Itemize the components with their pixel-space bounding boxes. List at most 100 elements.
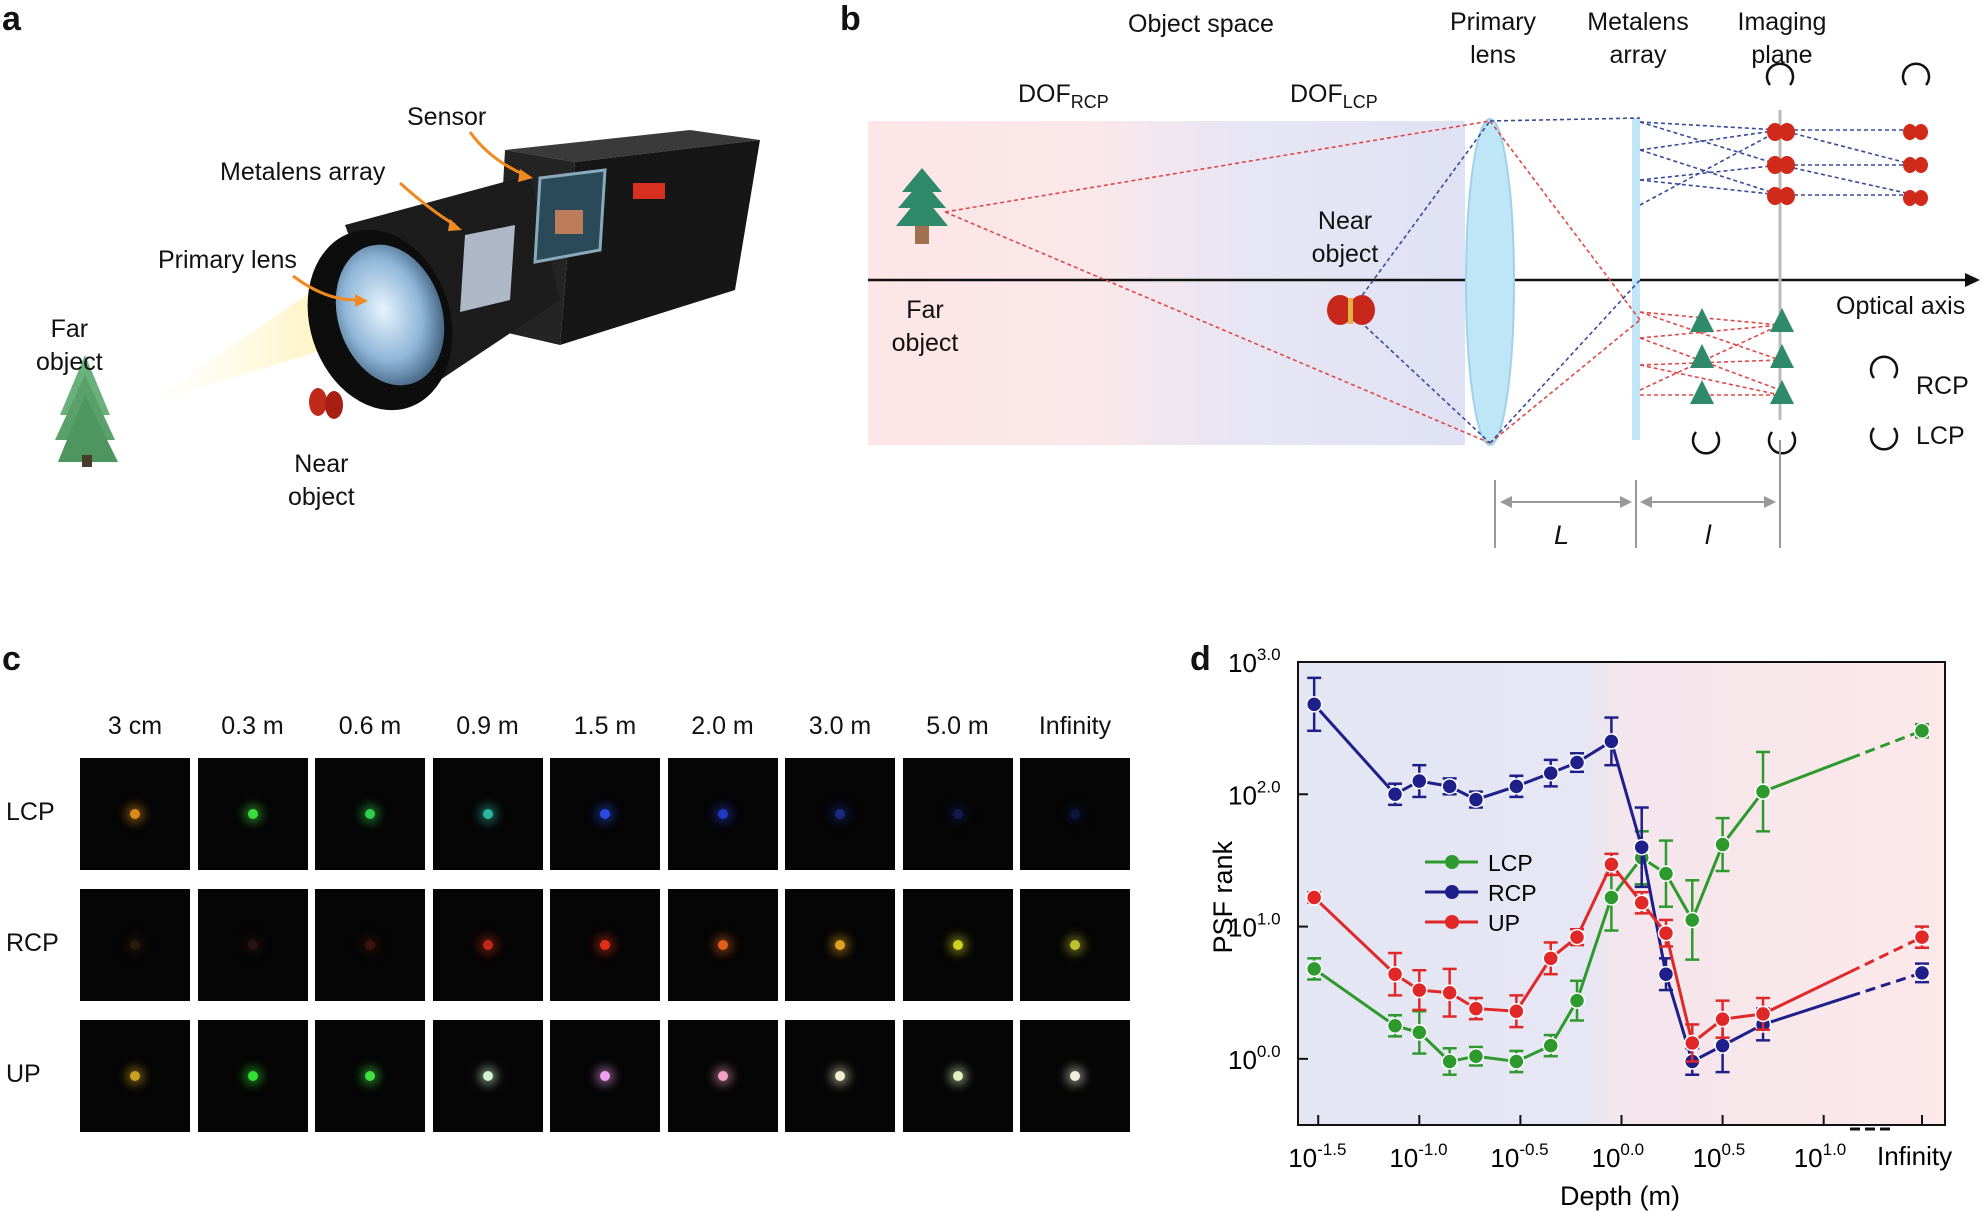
data-point	[1568, 928, 1586, 946]
psf-spot	[717, 940, 728, 950]
psf-image	[1020, 758, 1130, 870]
data-point	[1714, 1010, 1731, 1028]
psf-spot	[482, 1071, 493, 1081]
data-point	[1305, 696, 1323, 713]
psf-spot	[365, 940, 375, 950]
series-dashed-segment	[1849, 729, 1923, 760]
near-object-heading: Near object	[1311, 207, 1379, 268]
psf-column-label: 1.5 m	[573, 712, 637, 740]
psf-spot	[952, 1071, 963, 1081]
x-tick-label: 10-1.5	[1288, 1140, 1346, 1173]
optical-axis-label: Optical axis	[1836, 292, 1966, 320]
psf-row-label: RCP	[6, 929, 59, 957]
primary-lens-shape	[335, 244, 445, 386]
data-point	[1754, 783, 1772, 800]
y-tick-label: 103.0	[1228, 645, 1281, 678]
data-point	[1754, 1005, 1772, 1023]
data-point	[1657, 965, 1675, 983]
primary-lens-label: Primary lens	[158, 246, 297, 274]
data-point	[1467, 1000, 1485, 1017]
panel-label-a: a	[2, 0, 21, 38]
panel-label-d: d	[1190, 640, 1211, 678]
y-axis-label: PSF rank	[1208, 840, 1238, 953]
psf-image	[197, 1020, 308, 1132]
data-point	[1508, 1002, 1525, 1020]
y-tick-label: 100.0	[1228, 1042, 1281, 1075]
series-dashed-segment	[1850, 971, 1923, 998]
distance-L-label: L	[1554, 520, 1570, 550]
psf-spot	[835, 809, 845, 819]
near-object-butterfly-icon	[1327, 295, 1375, 325]
data-point	[1542, 950, 1559, 967]
plot-area	[1297, 661, 1946, 1126]
data-point	[1657, 924, 1675, 942]
psf-column-label: 5.0 m	[926, 712, 989, 740]
psf-image	[785, 889, 895, 1001]
data-point	[1603, 856, 1620, 873]
psf-spot	[482, 809, 493, 819]
psf-image	[80, 889, 190, 1001]
psf-image	[432, 1020, 543, 1132]
psf-spot	[717, 809, 728, 819]
dimension-lines	[1494, 440, 1781, 548]
data-point	[1913, 928, 1931, 946]
psf-spot	[365, 809, 375, 819]
psf-spot	[482, 940, 493, 950]
data-point	[1441, 1053, 1458, 1070]
psf-spot	[247, 809, 258, 819]
psf-column-label: 3.0 m	[808, 712, 872, 740]
far-object-tree-icon	[896, 168, 948, 244]
legend-marker	[1445, 885, 1459, 899]
psf-column-label: 2.0 m	[691, 712, 754, 740]
data-point	[1411, 772, 1428, 790]
psf-image	[315, 758, 425, 870]
legend-label: UP	[1488, 910, 1520, 936]
optical-schematic	[868, 62, 1980, 548]
psf-image	[667, 889, 778, 1001]
panel-label-b: b	[840, 0, 861, 38]
x-tick-label: 100.5	[1693, 1140, 1746, 1173]
psf-image	[667, 1020, 778, 1132]
psf-spot	[247, 940, 258, 950]
data-point	[1386, 1017, 1404, 1035]
x-tick-label: 101.0	[1794, 1140, 1847, 1173]
distance-l-label: l	[1705, 520, 1711, 550]
psf-column-label: 0.3 m	[221, 712, 284, 740]
data-point	[1441, 778, 1458, 795]
metalens-array-element	[1632, 118, 1640, 440]
psf-image	[432, 758, 543, 870]
x-tick-label: 10-1.0	[1389, 1140, 1447, 1173]
psf-image	[785, 1020, 895, 1132]
psf-image	[902, 1020, 1013, 1132]
circular-polarization-icons	[1691, 62, 1931, 455]
psf-spot	[130, 1071, 140, 1081]
psf-spot	[365, 1071, 375, 1081]
metalens-array-heading: Metalens array	[1587, 8, 1689, 69]
psf-image	[80, 1020, 190, 1132]
sensor-image	[555, 210, 583, 234]
data-point	[1441, 984, 1458, 1001]
butterfly-array	[633, 183, 665, 199]
data-point	[1684, 1034, 1701, 1052]
tree-images	[1690, 308, 1794, 404]
lcp-rays	[1349, 117, 1916, 444]
data-point	[1508, 778, 1525, 795]
far-tree-icon	[55, 355, 118, 467]
psf-spot	[1070, 1071, 1080, 1081]
y-tick-label: 102.0	[1228, 777, 1281, 810]
panel-label-c: c	[2, 640, 21, 678]
data-point	[1603, 889, 1620, 906]
psf-spot	[1070, 940, 1080, 950]
legend-marker	[1445, 855, 1459, 869]
data-point	[1714, 1037, 1731, 1054]
rcp-rays	[944, 120, 1781, 444]
psf-spot	[130, 809, 140, 819]
psf-image	[315, 889, 425, 1001]
psf-spot	[1070, 809, 1080, 819]
series-line-to-infinity	[1762, 756, 1852, 794]
primary-lens-heading: Primary lens	[1449, 8, 1537, 69]
data-point	[1603, 733, 1620, 750]
psf-spot	[952, 940, 963, 950]
near-object-label: Near object	[288, 450, 355, 511]
data-point	[1467, 1047, 1485, 1065]
